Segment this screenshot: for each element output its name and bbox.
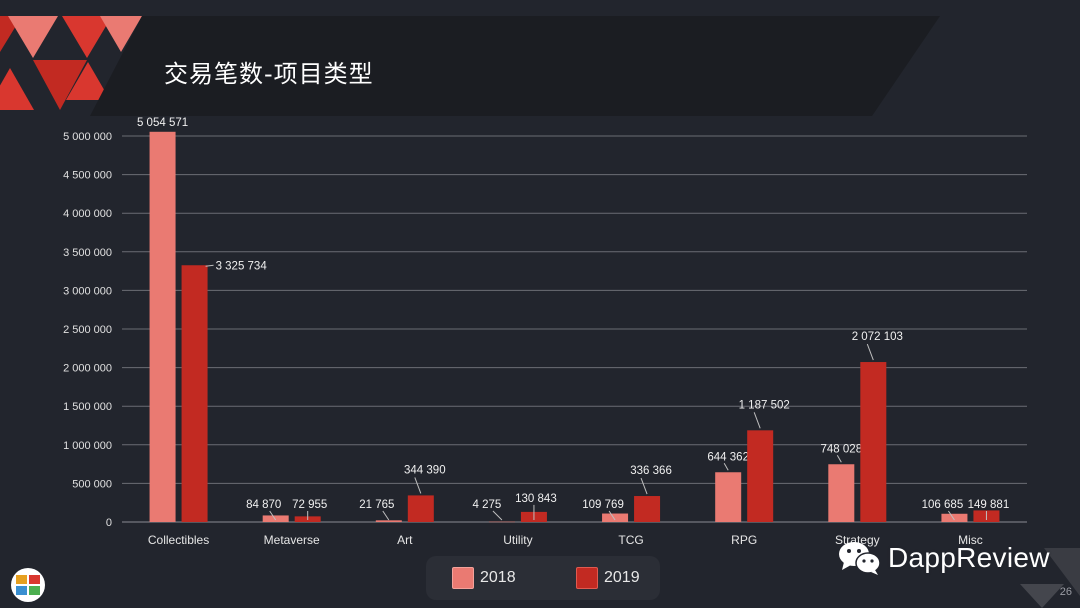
bar-2019-strategy [860,362,887,522]
data-label-2018-utility: 4 275 [473,499,502,511]
y-tick-label: 2 000 000 [63,363,112,375]
data-label-2019-metaverse: 72 955 [292,499,327,511]
leader-line [205,264,214,267]
y-tick-label: 0 [106,517,112,529]
data-label-2018-art: 21 765 [359,499,394,511]
bar-2018-rpg [715,472,742,522]
y-tick-label: 4 500 000 [63,170,112,182]
data-label-2018-misc: 106 685 [922,499,964,511]
y-tick-label: 500 000 [72,478,112,490]
y-tick-label: 3 000 000 [63,285,112,297]
bar-2018-art [375,520,402,522]
data-label-2019-tcg: 336 366 [630,465,672,477]
leader-line [492,510,503,521]
data-label-2018-collectibles: 5 054 571 [137,117,188,129]
data-label-2019-rpg: 1 187 502 [739,399,790,411]
leader-line [382,510,390,521]
bar-2018-utility [488,521,515,523]
y-tick-label: 3 500 000 [63,247,112,259]
bar-2018-strategy [828,464,855,522]
leader-line [608,510,616,521]
x-tick-label: Metaverse [264,533,320,547]
bar-2019-tcg [634,496,661,522]
x-tick-label: Utility [503,533,532,547]
y-tick-label: 5 000 000 [63,131,112,143]
leader-line [753,412,761,429]
title-bar [90,16,940,116]
data-label-2019-misc: 149 881 [968,499,1010,511]
bar-2018-tcg [602,513,629,522]
data-label-2018-metaverse: 84 870 [246,499,281,511]
data-label-2019-strategy: 2 072 103 [852,331,903,343]
legend-label-2018: 2018 [480,569,516,586]
y-tick-label: 1 500 000 [63,401,112,413]
data-label-2019-utility: 130 843 [515,493,557,505]
legend: 2018 2019 [426,556,660,600]
legend-item-2018: 2018 [452,567,516,589]
bar-2019-rpg [747,430,774,522]
data-label-2018-rpg: 644 362 [707,451,749,463]
bar-2019-art [407,495,434,522]
dappreview-logo-icon [11,568,45,602]
data-label-2018-tcg: 109 769 [582,499,624,511]
bar-2018-collectibles [149,131,176,523]
legend-label-2019: 2019 [604,569,640,586]
legend-item-2019: 2019 [576,567,640,589]
decorative-triangles [0,16,142,110]
legend-swatch-2019 [576,567,598,589]
x-tick-label: Collectibles [148,533,209,547]
x-tick-label: RPG [731,533,757,547]
leader-line [948,510,955,521]
leader-line [640,477,648,495]
y-tick-label: 2 500 000 [63,324,112,336]
leader-line [269,510,277,521]
brand-name: DappReview [888,542,1050,573]
brand-watermark: DappReview [838,540,1050,576]
y-tick-label: 4 000 000 [63,208,112,220]
x-tick-label: TCG [618,533,643,547]
bar-2019-collectibles [181,265,208,522]
leader-line [723,463,729,471]
x-tick-label: Misc [958,533,983,547]
leader-line [414,477,422,494]
data-label-2019-art: 344 390 [404,464,446,476]
slide-title: 交易笔数-项目类型 [164,60,374,88]
y-tick-label: 1 000 000 [63,440,112,452]
page-number: 26 [1059,586,1072,598]
leader-line [866,343,874,361]
wechat-icon [839,542,881,575]
bar-2018-metaverse [262,515,289,522]
data-label-2019-collectibles: 3 325 734 [216,260,268,272]
leader-line [836,455,842,463]
x-tick-label: Strategy [835,533,880,547]
data-label-2018-strategy: 748 028 [821,443,863,455]
x-tick-label: Art [397,533,413,547]
bar-2018-misc [941,513,968,522]
legend-swatch-2018 [452,567,474,589]
